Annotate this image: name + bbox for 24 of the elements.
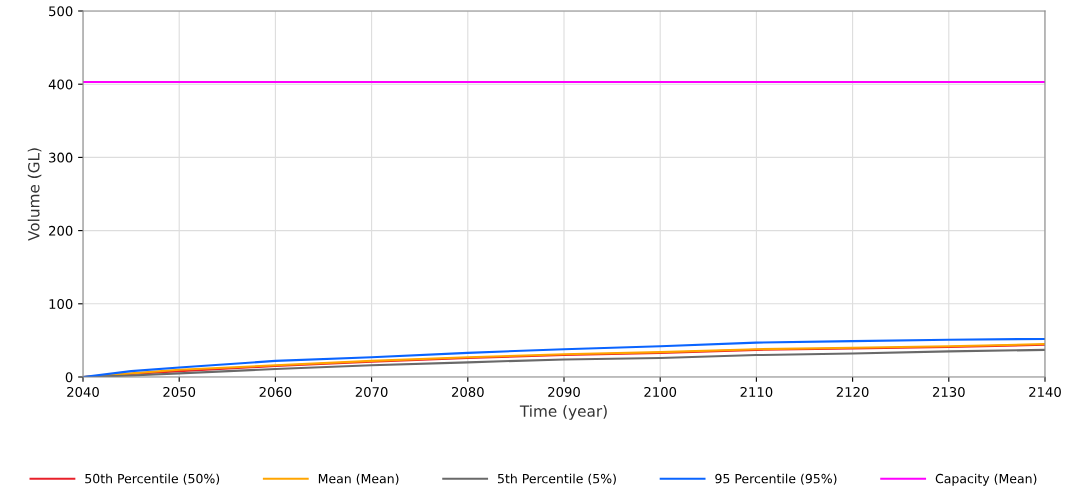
y-tick-label: 500 (49, 6, 73, 17)
y-tick-label: 300 (49, 152, 73, 163)
x-tick-label: 2060 (259, 386, 292, 397)
y-tick-label: 0 (65, 372, 73, 383)
x-tick-label: 2070 (355, 386, 388, 397)
x-tick-label: 2120 (836, 386, 869, 397)
y-tick-label: 100 (49, 299, 73, 309)
y-tick-label: 400 (48, 79, 73, 90)
x-tick-label: 2090 (548, 386, 580, 397)
x-tick-label: 2040 (67, 386, 99, 397)
x-tick-label: 2080 (451, 386, 484, 397)
x-tick-label: 2050 (163, 386, 196, 397)
legend-label: 5th Percentile (5%) (497, 473, 616, 485)
legend-label: Capacity (Mean) (935, 473, 1037, 486)
y-tick-label: 200 (49, 225, 73, 236)
legend-label: 50th Percentile (50%) (85, 473, 220, 485)
x-tick-label: 2110 (740, 386, 773, 397)
legend-label: 95 Percentile (95%) (715, 473, 837, 485)
x-tick-label: 2100 (644, 386, 677, 397)
x-tick-label: 2140 (1029, 386, 1061, 397)
x-axis-title: Time (year) (519, 405, 607, 420)
y-axis-title: Volume (GL) (27, 148, 42, 241)
x-tick-label: 2130 (932, 386, 965, 397)
legend-label: Mean (Mean) (318, 473, 399, 485)
